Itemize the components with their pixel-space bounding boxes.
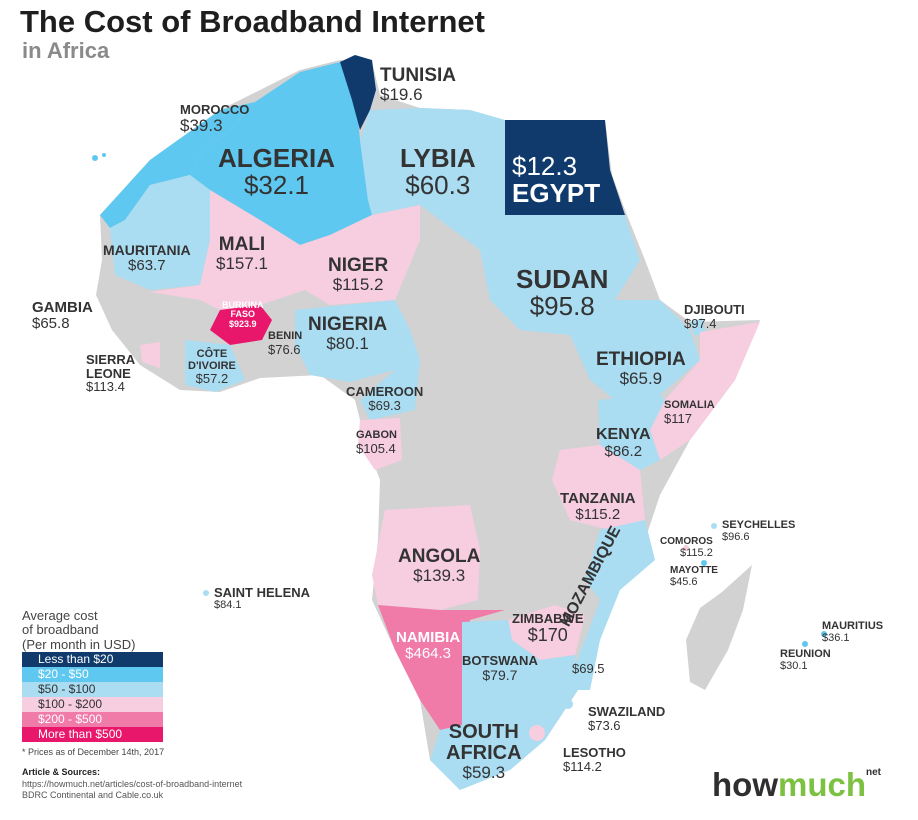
label-comoros: COMOROS $115.2: [660, 536, 713, 559]
country-morocco: [100, 102, 255, 228]
country-zimbabwe: [508, 605, 585, 660]
legend-item-gt500: More than $500: [22, 727, 163, 742]
island-canary: [102, 153, 106, 157]
country-mozambique: [565, 520, 655, 690]
source-link[interactable]: https://howmuch.net/articles/cost-of-bro…: [22, 779, 243, 789]
source-text: BDRC Continental and Cable.co.uk: [22, 790, 164, 800]
country-kenya: [598, 395, 665, 470]
island-saint-helena: [203, 590, 209, 596]
label-gambia: GAMBIA $65.8: [32, 299, 93, 332]
label-niger: NIGER $115.2: [328, 255, 389, 294]
label-mauritius: MAURITIUS $36.1: [822, 620, 884, 644]
country-sierra-leone: [140, 342, 160, 368]
island-seychelles: [711, 523, 717, 529]
country-somalia: [650, 322, 760, 460]
label-angola: ANGOLA $139.3: [398, 546, 481, 585]
country-burkina-faso: [210, 305, 272, 345]
country-botswana: [462, 620, 540, 715]
country-niger: [300, 205, 420, 305]
country-sudan: [480, 215, 640, 335]
label-lybia: LYBIA $60.3: [400, 143, 476, 201]
island-canary: [92, 155, 98, 161]
island-mauritius: [821, 631, 827, 637]
label-swaziland: SWAZILAND $73.6: [588, 704, 666, 733]
country-nigeria: [295, 300, 410, 382]
label-burkina-faso: BURKINA FASO $923.9: [222, 300, 264, 329]
label-morocco: MOROCCO $39.3: [180, 102, 250, 135]
label-sierra-leone: SIERRA LEONE $113.4: [86, 352, 136, 395]
country-mauritania: [110, 175, 210, 290]
country-cote-divoire: [185, 340, 245, 392]
label-nigeria: NIGERIA $80.1: [308, 314, 388, 353]
madagascar: [686, 565, 752, 690]
label-reunion: REUNION $30.1: [780, 648, 831, 672]
sources-heading: Article & Sources:: [22, 767, 101, 777]
country-libya: [360, 108, 505, 250]
country-tanzania: [552, 445, 645, 530]
label-mozambique-value: $69.5: [572, 661, 605, 676]
island-comoros: [683, 545, 689, 551]
legend-item-lt20: Less than $20: [22, 652, 163, 667]
label-algeria: ALGERIA $32.1: [218, 143, 335, 201]
country-ethiopia: [570, 300, 700, 400]
label-cameroon: CAMEROON $69.3: [346, 384, 424, 413]
howmuch-logo: howmuchnet: [712, 766, 881, 803]
island-reunion: [802, 641, 808, 647]
label-mauritania: MAURITANIA $63.7: [103, 242, 191, 274]
label-tanzania: TANZANIA $115.2: [560, 490, 636, 523]
label-sudan: SUDAN $95.8: [516, 264, 609, 322]
country-egypt: [505, 120, 625, 215]
label-tunisia: TUNISIA $19.6: [380, 65, 456, 104]
legend-item-50-100: $50 - $100: [22, 682, 163, 697]
map-subtitle: in Africa: [22, 38, 110, 63]
country-djibouti: [690, 318, 706, 336]
country-mali: [150, 190, 305, 310]
legend-item-200-500: $200 - $500: [22, 712, 163, 727]
label-south-africa: SOUTH AFRICA $59.3: [446, 721, 522, 782]
label-egypt: $12.3 EGYPT: [512, 151, 601, 209]
country-tunisia: [340, 55, 376, 130]
label-benin: BENIN $76.6: [268, 330, 303, 357]
country-lesotho: [529, 725, 545, 741]
label-mali: MALI $157.1: [216, 234, 268, 273]
label-djibouti: DJIBOUTI $97.4: [684, 302, 745, 331]
country-namibia: [378, 605, 505, 730]
legend-item-100-200: $100 - $200: [22, 697, 163, 712]
legend-title: Average cost of broadband (Per month in …: [22, 608, 136, 652]
label-botswana: BOTSWANA $79.7: [462, 653, 538, 683]
country-swaziland: [563, 699, 573, 709]
label-zimbabwe: ZIMBABWE $170: [512, 611, 584, 645]
country-cameroon: [360, 330, 420, 420]
label-seychelles: SEYCHELLES $96.6: [722, 519, 796, 543]
label-mayotte: MAYOTTE $45.6: [670, 565, 718, 588]
label-saint-helena: SAINT HELENA $84.1: [214, 585, 311, 611]
label-kenya: KENYA $86.2: [596, 426, 651, 460]
country-gabon: [358, 418, 402, 470]
label-namibia: NAMIBIA $464.3: [396, 629, 461, 662]
label-ethiopia: ETHIOPIA $65.9: [596, 349, 686, 388]
label-somalia: SOMALIA $117: [664, 399, 715, 426]
map-title: The Cost of Broadband Internet: [20, 4, 485, 39]
legend-item-20-50: $20 - $50: [22, 667, 163, 682]
label-gabon: GABON $105.4: [356, 429, 397, 456]
country-angola: [372, 505, 480, 610]
country-algeria: [190, 62, 372, 245]
label-lesotho: LESOTHO $114.2: [563, 745, 626, 774]
label-cote-divoire: CÔTE D'IVOIRE $57.2: [188, 348, 236, 387]
footnote: * Prices as of December 14th, 2017: [22, 747, 165, 757]
country-south-africa: [430, 655, 578, 790]
island-mayotte: [701, 560, 707, 566]
